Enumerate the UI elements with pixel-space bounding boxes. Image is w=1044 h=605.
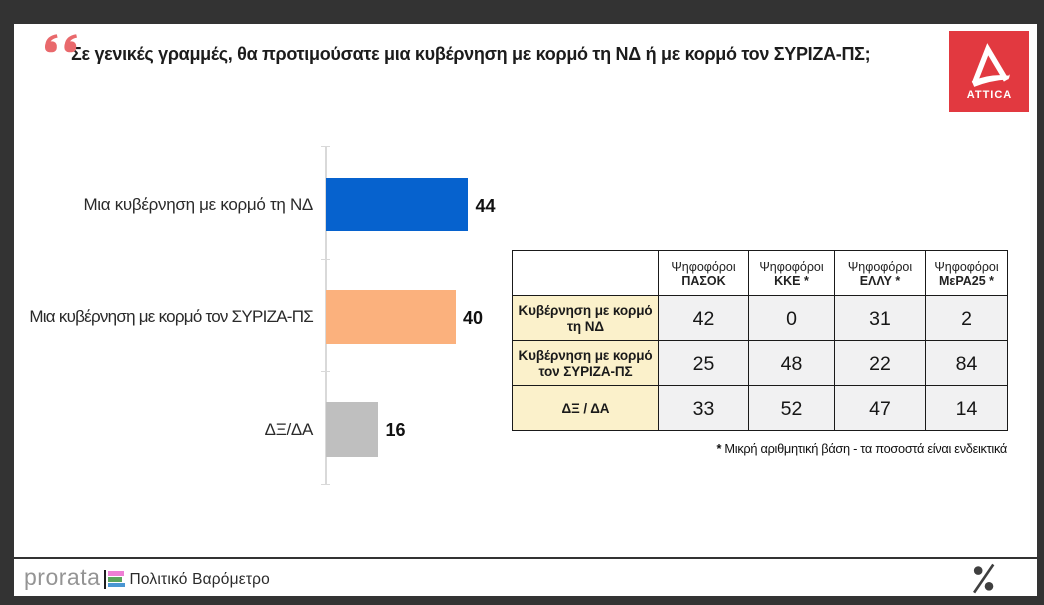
svg-text:ATTICA: ATTICA [967,89,1013,101]
